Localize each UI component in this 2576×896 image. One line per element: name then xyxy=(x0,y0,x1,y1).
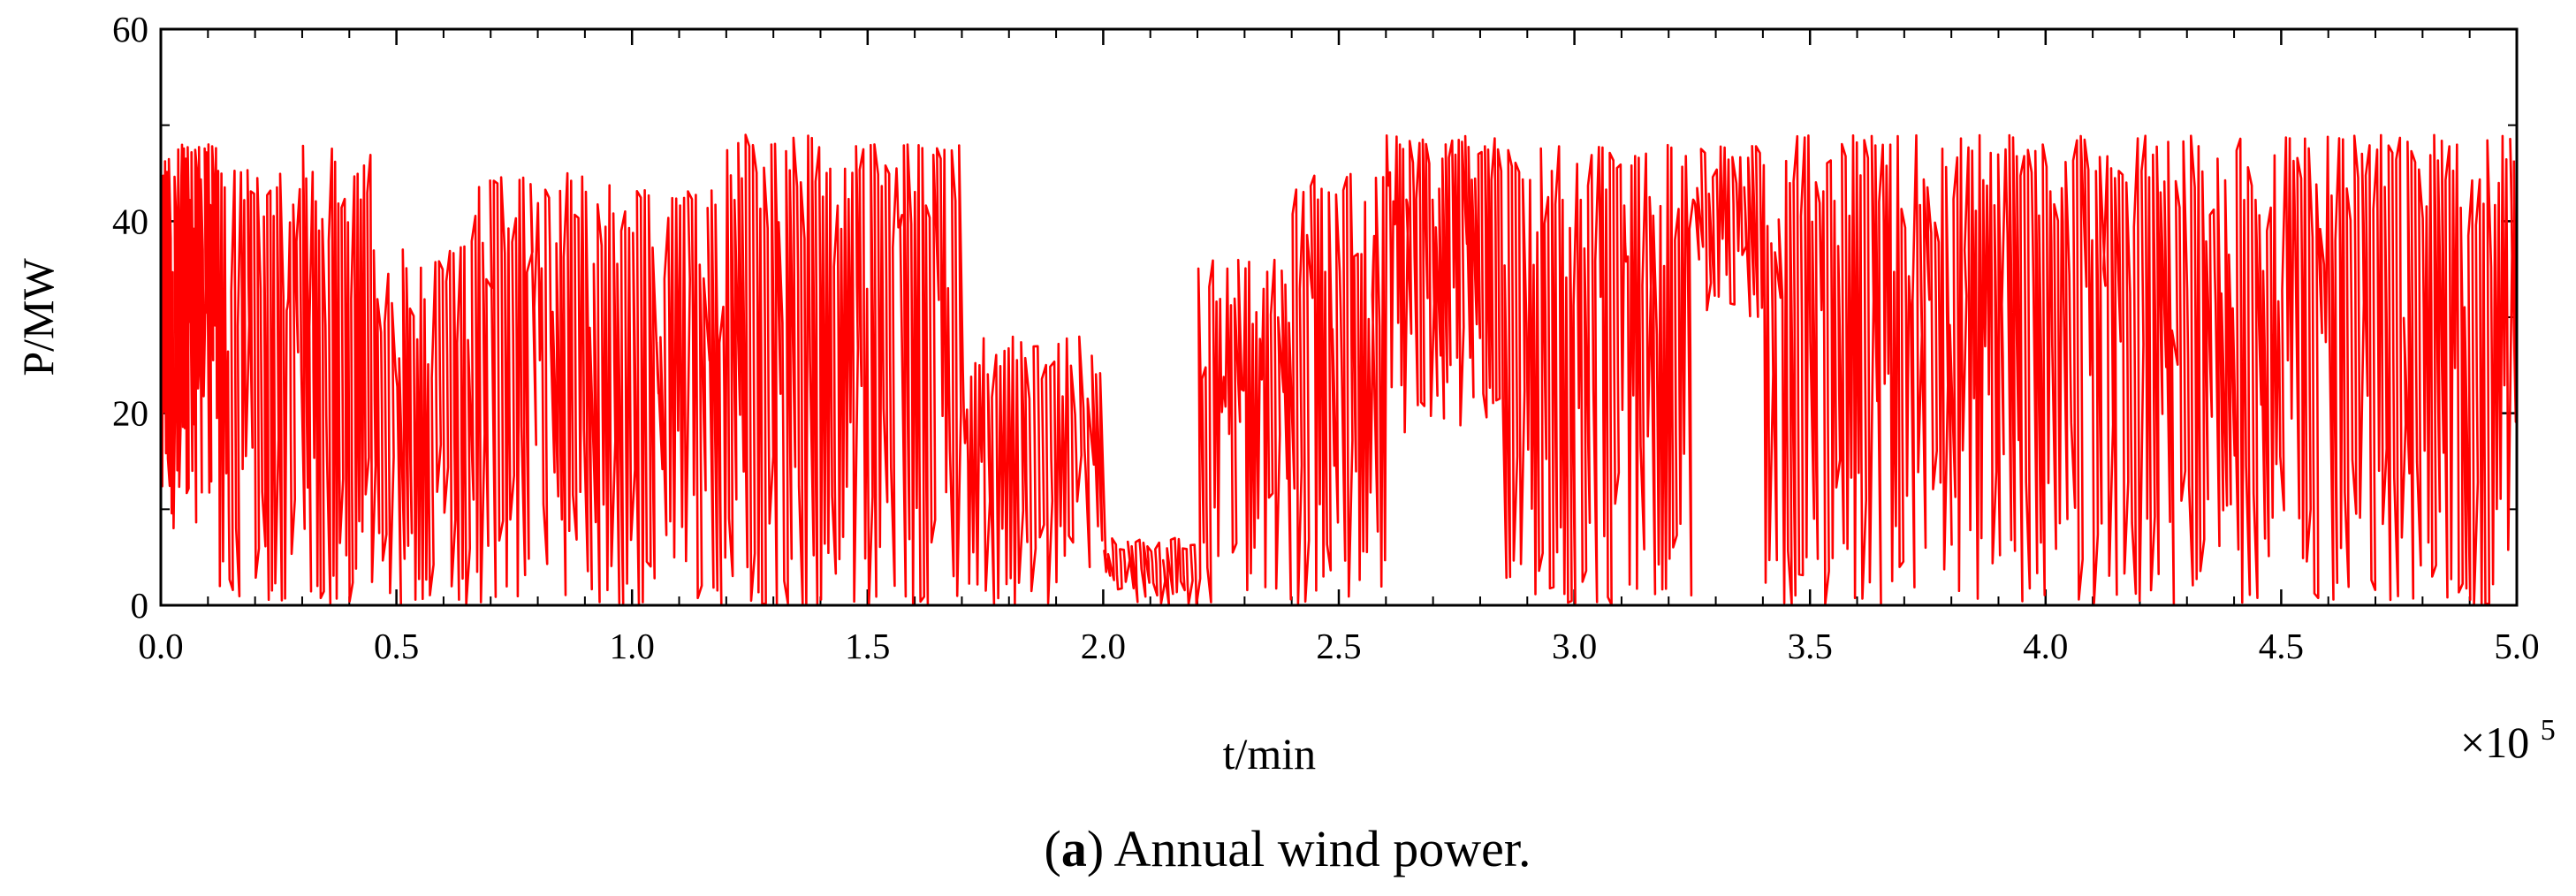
y-tick-label: 0 xyxy=(131,585,149,626)
x-multiplier-base: ×10 xyxy=(2460,718,2529,767)
x-tick-label: 1.5 xyxy=(845,626,890,666)
tick-labels-layer: 0.0 0.5 1.0 1.5 2.0 2.5 3.0 3.5 4.0 4.5 5.0 0 20 40 60 xyxy=(112,9,2540,666)
x-tick-label: 1.0 xyxy=(610,626,655,666)
x-axis-title: t/min xyxy=(1223,729,1317,778)
x-tick-label: 5.0 xyxy=(2494,626,2539,666)
caption-text: Annual wind power. xyxy=(1104,820,1531,877)
plot-frame xyxy=(159,27,2519,607)
x-tick-label: 0.5 xyxy=(374,626,419,666)
caption-open-paren: ( xyxy=(1045,820,1061,877)
x-tick-label: 2.5 xyxy=(1316,626,1361,666)
x-tick-label: 3.5 xyxy=(1788,626,1833,666)
series-line-annual-wind-power xyxy=(160,133,2518,607)
figure-caption: (a) Annual wind power. xyxy=(1045,820,1531,877)
y-axis-title: P/MW xyxy=(13,258,63,376)
x-tick-label: 4.0 xyxy=(2023,626,2068,666)
x-tick-label: 4.5 xyxy=(2259,626,2304,666)
caption-label: a xyxy=(1061,820,1087,877)
x-tick-label: 0.0 xyxy=(138,626,183,666)
x-tick-label: 2.0 xyxy=(1081,626,1126,666)
x-tick-label: 3.0 xyxy=(1552,626,1597,666)
caption-close-paren: ) xyxy=(1087,820,1104,877)
x-axis-multiplier: ×10 5 xyxy=(2460,714,2556,767)
y-tick-label: 20 xyxy=(112,393,148,434)
y-tick-label: 60 xyxy=(112,9,148,49)
x-multiplier-exponent: 5 xyxy=(2541,714,2556,747)
y-tick-label: 40 xyxy=(112,201,148,241)
